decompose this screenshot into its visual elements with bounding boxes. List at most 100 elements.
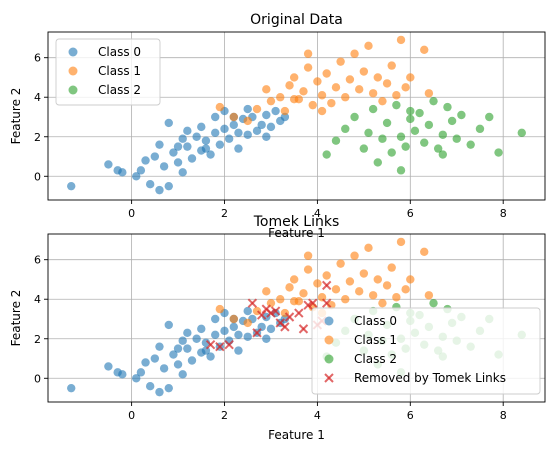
point-marker [406,106,415,116]
point-marker [206,150,215,159]
point-marker [229,120,238,130]
point-marker [373,73,382,82]
y-tick-label: 4 [34,91,41,104]
point-marker [447,116,457,126]
point-marker [364,41,373,51]
x-tick-label: 6 [407,207,414,220]
point-marker [257,120,266,130]
point-marker [220,326,229,336]
point-marker [317,106,327,116]
point-marker [243,130,252,139]
point-marker [452,134,461,143]
y-tick-label: 0 [34,372,41,385]
point-marker [289,95,299,104]
x-tick-label: 6 [407,409,414,422]
series-class-1 [215,237,434,328]
point-marker [201,144,211,153]
point-marker [433,144,443,153]
point-marker [150,152,160,161]
point-marker [284,312,295,322]
point-marker [187,154,197,163]
point-marker [243,306,252,316]
point-marker [289,275,299,284]
legend-box [55,38,161,106]
point-marker [280,106,290,116]
point-marker [173,158,183,167]
point-marker [132,374,141,383]
point-marker [368,291,378,300]
point-marker [285,81,294,90]
point-marker [183,328,192,338]
point-marker [229,112,238,122]
point-marker [183,142,192,151]
legend-marker [324,354,334,364]
point-marker [466,140,475,149]
legend-marker [324,373,334,383]
point-marker [378,298,387,308]
point-marker [201,136,211,145]
axes-frame [47,233,546,403]
legend-label: Class 2 [98,83,141,97]
point-marker [355,85,364,94]
point-marker [420,45,429,54]
point-marker [424,89,434,98]
point-marker [192,334,201,343]
point-marker [364,243,373,253]
point-marker [382,79,392,88]
point-marker [289,73,299,82]
point-marker [155,140,164,149]
point-marker [280,112,290,122]
x-tick-label: 8 [500,207,507,220]
point-marker [382,118,392,128]
point-marker [415,108,424,118]
point-marker [429,96,438,106]
point-marker [169,350,178,359]
point-marker [392,100,401,110]
point-marker [424,120,434,130]
point-marker [443,102,452,112]
point-marker [159,162,169,171]
point-marker [294,308,304,318]
point-marker [331,285,341,294]
legend-label: Class 1 [98,64,141,78]
point-marker [145,179,155,189]
point-marker [178,168,187,177]
point-marker [169,148,178,157]
point-marker [345,75,355,84]
point-marker [224,339,234,350]
point-marker [373,275,382,284]
point-marker [280,322,290,332]
point-marker [262,85,271,94]
point-marker [211,330,220,339]
point-marker [368,104,378,114]
point-marker [215,140,225,149]
point-marker [406,275,415,284]
point-marker [392,91,401,100]
point-marker [308,298,318,308]
point-marker [141,156,150,165]
legend-marker [68,85,78,95]
point-marker [406,114,415,124]
point-marker [205,339,216,350]
x-axis-label: Feature 1 [268,428,325,442]
series-class-1 [215,35,434,126]
point-marker [262,110,271,120]
point-marker [234,144,243,153]
point-marker [438,150,448,159]
y-tick-label: 6 [34,52,41,65]
point-marker [401,285,410,294]
point-marker [373,158,382,167]
point-marker [252,104,262,114]
point-marker [211,128,220,137]
point-marker [155,387,164,397]
point-marker [164,118,173,128]
point-marker [303,49,313,58]
chart-title: Tomek Links [253,214,340,230]
y-tick-label: 0 [34,170,41,183]
point-marker [206,352,215,361]
point-marker [243,318,252,328]
point-marker [266,96,276,106]
point-marker [67,181,76,191]
point-marker [159,364,169,373]
